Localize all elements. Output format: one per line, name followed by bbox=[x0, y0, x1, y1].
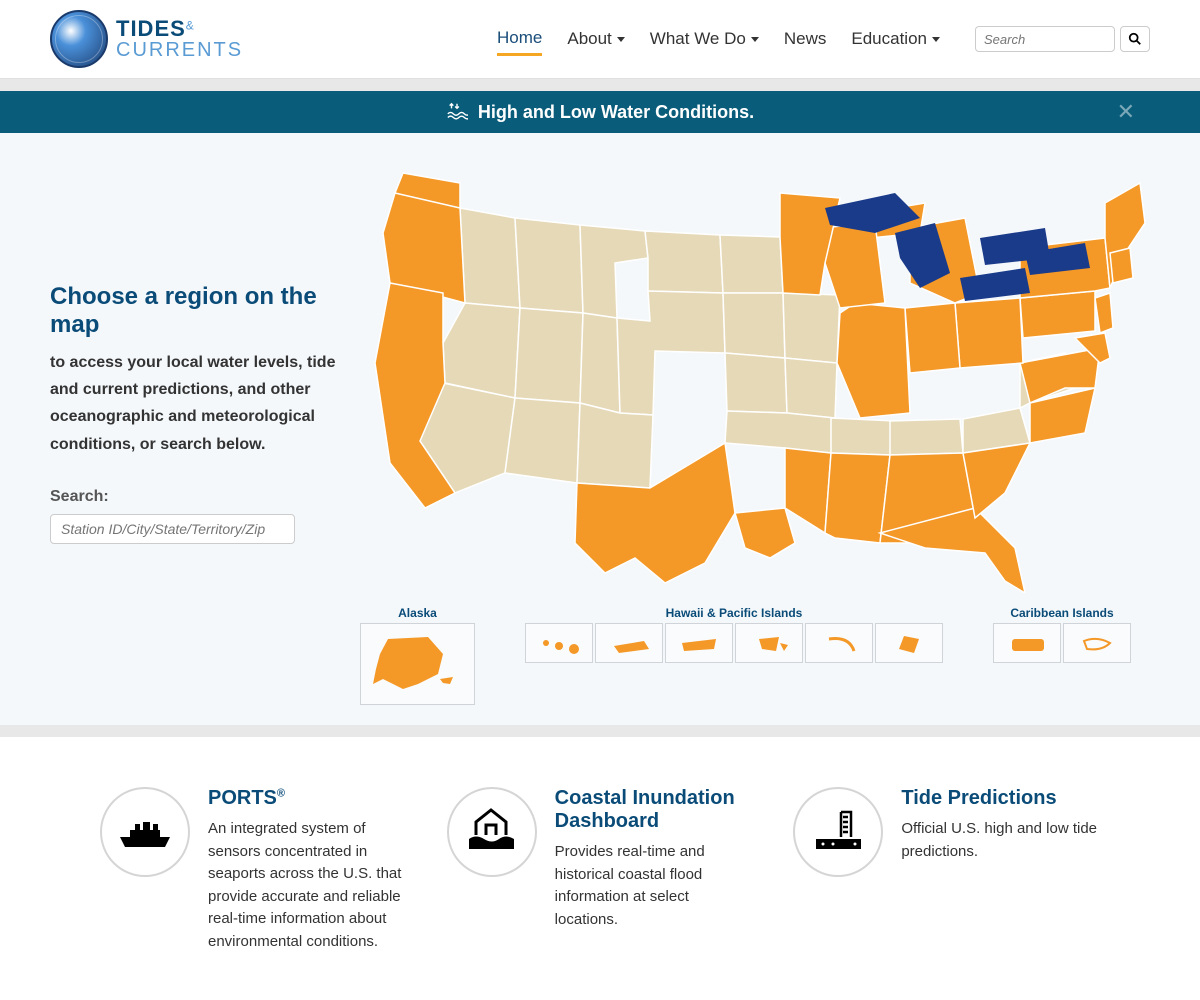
hero-section: Choose a region on the map to access you… bbox=[0, 133, 1200, 725]
feature-inundation-title: Coastal Inundation Dashboard bbox=[555, 787, 754, 833]
inset-alaska-map bbox=[360, 623, 475, 705]
feature-tides-desc: Official U.S. high and low tide predicti… bbox=[901, 818, 1100, 863]
feature-ports-desc: An integrated system of sensors concentr… bbox=[208, 818, 407, 953]
logo-title: TIDES bbox=[116, 16, 186, 41]
tide-gauge-icon bbox=[793, 787, 883, 877]
search-label: Search: bbox=[50, 488, 340, 506]
banner-content[interactable]: High and Low Water Conditions. bbox=[446, 101, 754, 123]
nav-what-we-do[interactable]: What We Do bbox=[650, 24, 759, 54]
nav-education[interactable]: Education bbox=[851, 24, 940, 54]
feature-tides[interactable]: Tide Predictions Official U.S. high and … bbox=[793, 787, 1100, 953]
inset-hawaii-label: Hawaii & Pacific Islands bbox=[525, 606, 943, 620]
inset-vi bbox=[1063, 623, 1131, 663]
nav-about[interactable]: About bbox=[567, 24, 624, 54]
logo[interactable]: TIDES& CURRENTS bbox=[50, 10, 243, 68]
flood-house-icon bbox=[447, 787, 537, 877]
map-panel: Alaska Hawaii & Pacific Islands Caribbea… bbox=[360, 163, 1150, 705]
search-button[interactable] bbox=[1120, 26, 1150, 52]
features-section: PORTS® An integrated system of sensors c… bbox=[0, 737, 1200, 983]
header: TIDES& CURRENTS Home About What We Do Ne… bbox=[0, 0, 1200, 79]
nav-education-label: Education bbox=[851, 29, 927, 49]
alert-banner: High and Low Water Conditions. ✕ bbox=[0, 91, 1200, 133]
nav-home-label: Home bbox=[497, 28, 542, 48]
nav-about-label: About bbox=[567, 29, 611, 49]
inset-caribbean-label: Caribbean Islands bbox=[993, 606, 1131, 620]
inset-pr bbox=[993, 623, 1061, 663]
inset-island-6 bbox=[875, 623, 943, 663]
inset-hawaii[interactable]: Hawaii & Pacific Islands bbox=[525, 606, 943, 663]
close-icon[interactable]: ✕ bbox=[1117, 99, 1135, 125]
nav-home[interactable]: Home bbox=[497, 23, 542, 56]
noaa-logo-icon bbox=[50, 10, 108, 68]
chevron-down-icon bbox=[751, 37, 759, 42]
nav-news[interactable]: News bbox=[784, 24, 827, 54]
us-map[interactable] bbox=[360, 163, 1150, 593]
inset-island-2 bbox=[595, 623, 663, 663]
chevron-down-icon bbox=[617, 37, 625, 42]
inset-alaska-label: Alaska bbox=[360, 606, 475, 620]
inset-caribbean[interactable]: Caribbean Islands bbox=[993, 606, 1131, 663]
feature-ports[interactable]: PORTS® An integrated system of sensors c… bbox=[100, 787, 407, 953]
header-search bbox=[975, 26, 1150, 52]
logo-subtitle: CURRENTS bbox=[116, 40, 243, 60]
feature-ports-title: PORTS® bbox=[208, 787, 407, 810]
feature-tides-title: Tide Predictions bbox=[901, 787, 1100, 810]
logo-amp: & bbox=[186, 19, 194, 33]
nav-news-label: News bbox=[784, 29, 827, 49]
map-insets: Alaska Hawaii & Pacific Islands Caribbea… bbox=[360, 606, 1150, 705]
inset-island-1 bbox=[525, 623, 593, 663]
search-icon bbox=[1128, 32, 1142, 46]
water-level-icon bbox=[446, 101, 468, 123]
inset-island-3 bbox=[665, 623, 733, 663]
search-input[interactable] bbox=[975, 26, 1115, 52]
hero-title: Choose a region on the map bbox=[50, 283, 340, 339]
banner-text: High and Low Water Conditions. bbox=[478, 102, 754, 123]
inset-island-5 bbox=[805, 623, 873, 663]
divider bbox=[0, 725, 1200, 737]
hero-text-panel: Choose a region on the map to access you… bbox=[50, 163, 340, 705]
main-nav: Home About What We Do News Education bbox=[497, 23, 1150, 56]
nav-whatwedo-label: What We Do bbox=[650, 29, 746, 49]
station-search-input[interactable] bbox=[50, 514, 295, 544]
divider bbox=[0, 79, 1200, 91]
inset-island-4 bbox=[735, 623, 803, 663]
hero-description: to access your local water levels, tide … bbox=[50, 349, 340, 458]
feature-inundation[interactable]: Coastal Inundation Dashboard Provides re… bbox=[447, 787, 754, 953]
logo-text: TIDES& CURRENTS bbox=[116, 18, 243, 60]
inset-alaska[interactable]: Alaska bbox=[360, 606, 475, 705]
feature-inundation-desc: Provides real-time and historical coasta… bbox=[555, 841, 754, 931]
chevron-down-icon bbox=[932, 37, 940, 42]
ship-icon bbox=[100, 787, 190, 877]
